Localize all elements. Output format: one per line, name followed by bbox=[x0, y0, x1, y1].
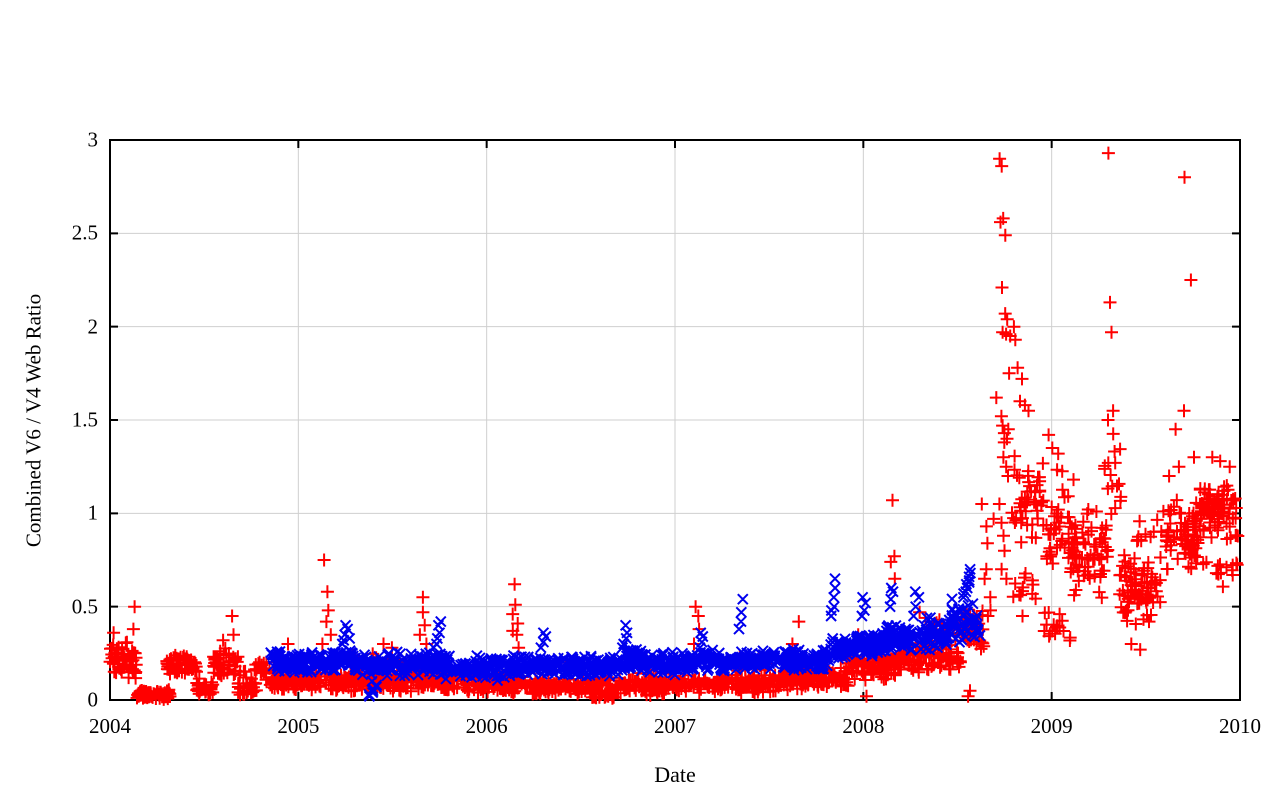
series-v6-v4-ratio-red bbox=[103, 146, 1245, 706]
series-v6-v4-ratio-blue bbox=[265, 563, 986, 703]
x-tick-label-2009: 2009 bbox=[1030, 714, 1073, 738]
x-tick-label-2006: 2006 bbox=[465, 714, 508, 738]
x-tick-label-2008: 2008 bbox=[842, 714, 885, 738]
y-tick-label-1.5: 1.5 bbox=[71, 407, 98, 432]
x-axis-label: Date bbox=[654, 762, 696, 787]
x-tick-label-2005: 2005 bbox=[277, 714, 320, 738]
y-tick-label-2.5: 2.5 bbox=[71, 220, 98, 245]
x-tick-label-2010: 2010 bbox=[1219, 714, 1261, 738]
x-tick-label-2004: 2004 bbox=[89, 714, 131, 738]
y-axis-label: Combined V6 / V4 Web Ratio bbox=[21, 293, 46, 548]
y-tick-label-0: 0 bbox=[87, 687, 99, 712]
x-tick-label-2007: 2007 bbox=[654, 714, 696, 738]
y-tick-label-3: 3 bbox=[87, 127, 99, 152]
y-tick-label-2: 2 bbox=[87, 314, 99, 339]
y-tick-label-0.5: 0.5 bbox=[71, 594, 98, 619]
y-tick-label-1: 1 bbox=[87, 500, 99, 525]
